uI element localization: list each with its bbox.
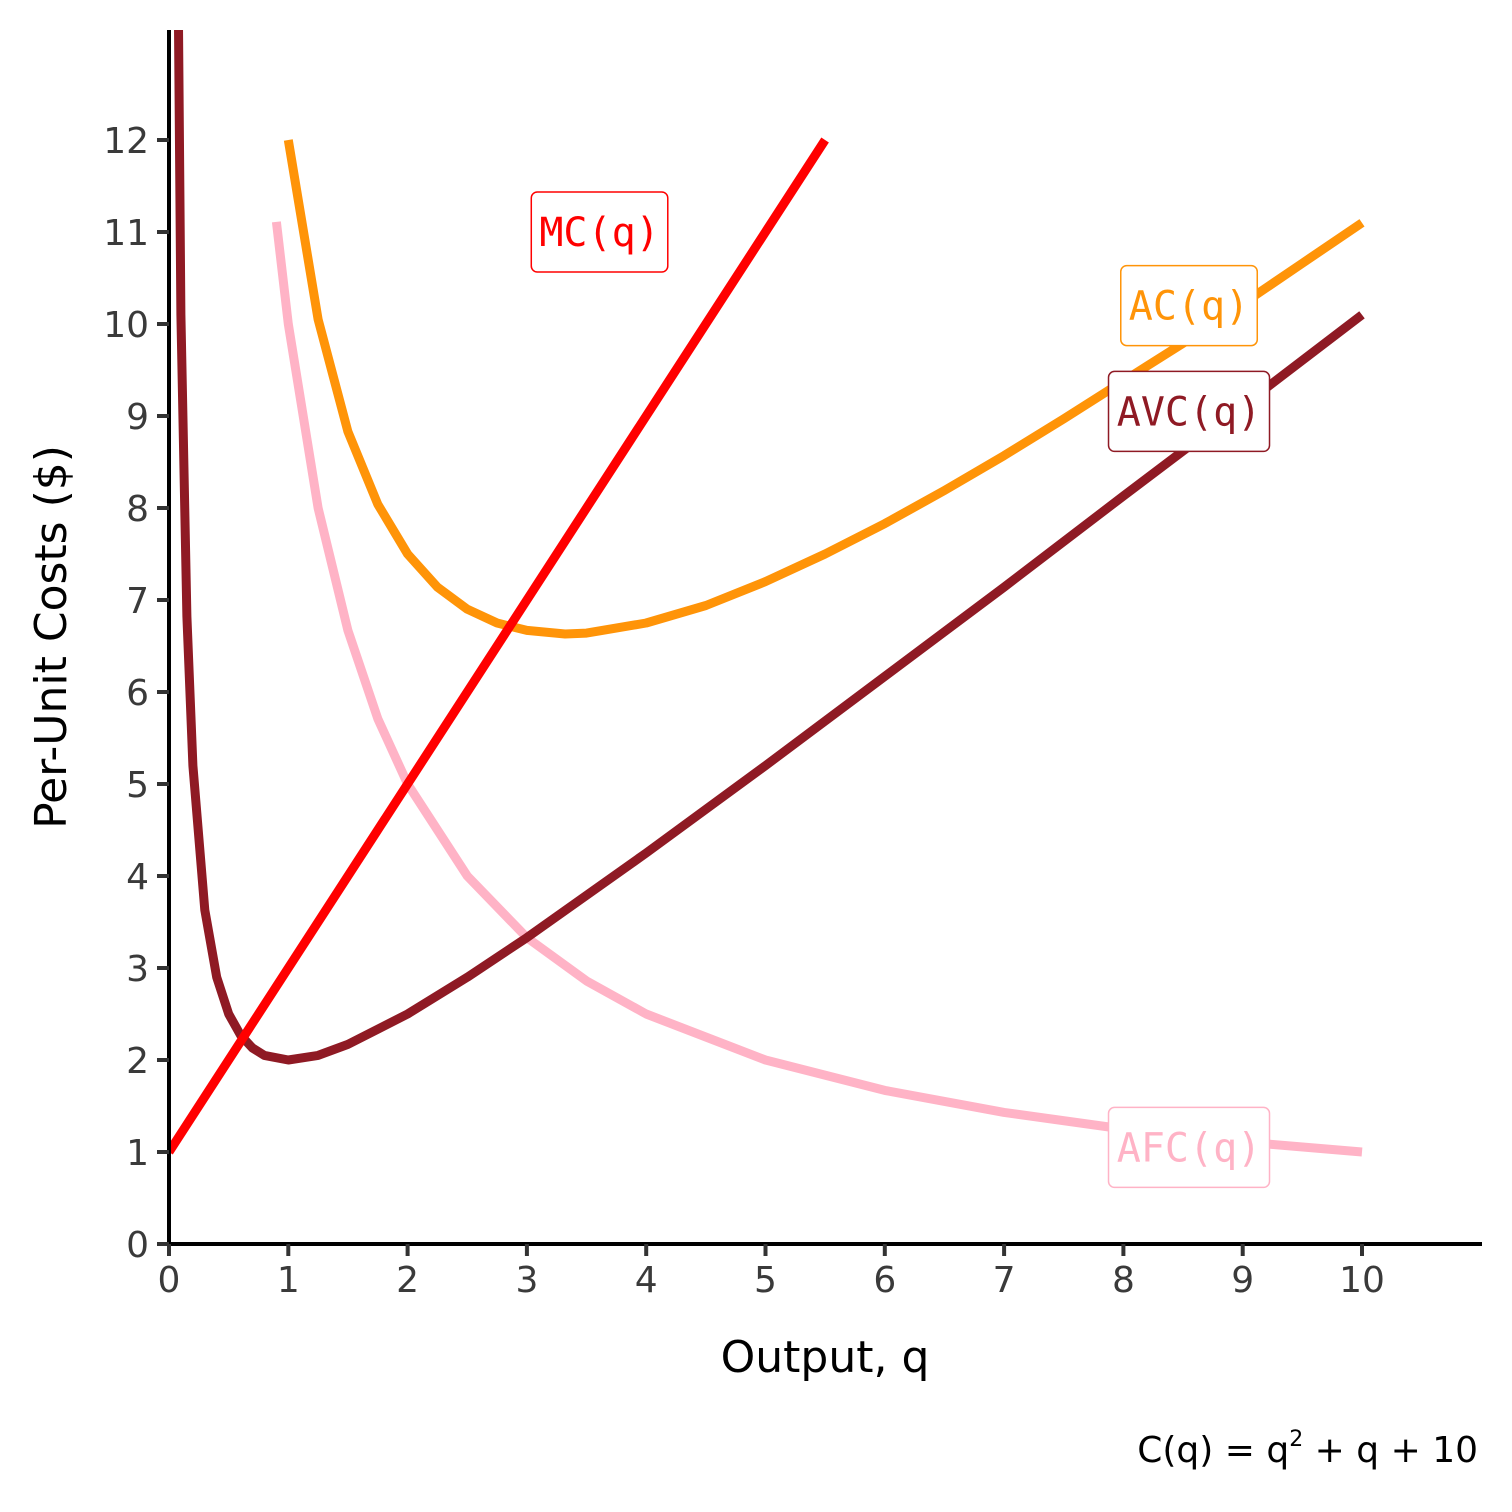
y-tick-label: 9	[126, 397, 149, 438]
x-tick-label: 8	[1112, 1260, 1135, 1301]
formula-exponent: 2	[1289, 1427, 1303, 1452]
series-line-afc	[271, 221, 1363, 1157]
y-tick-label: 6	[126, 673, 149, 714]
x-tick-label: 10	[1339, 1260, 1385, 1301]
x-tick-label: 1	[277, 1260, 300, 1301]
y-tick-label: 5	[126, 765, 149, 806]
x-tick-label: 9	[1231, 1260, 1254, 1301]
formula-prefix: C(q) = q	[1137, 1430, 1289, 1471]
x-tick-label: 2	[396, 1260, 419, 1301]
cost-formula: C(q) = q2 + q + 10	[1137, 1427, 1478, 1471]
curve-label-text: AVC(q)	[1117, 389, 1262, 435]
y-tick-label: 4	[126, 857, 149, 898]
axes-layer	[167, 30, 1482, 1246]
y-tick-label: 2	[126, 1041, 149, 1082]
curve-label-box	[1107, 1106, 1271, 1189]
curve-label-afc: AFC(q)	[1107, 1106, 1271, 1189]
curve-label-box	[1107, 370, 1271, 453]
y-tick-label: 11	[103, 213, 149, 254]
x-tick-label: 6	[873, 1260, 896, 1301]
x-tick-label: 7	[993, 1260, 1016, 1301]
curve-label-mc: MC(q)	[530, 191, 669, 273]
y-tick-label: 3	[126, 949, 149, 990]
x-tick-label: 0	[158, 1260, 181, 1301]
y-tick-label: 8	[126, 489, 149, 530]
curve-label-box	[530, 191, 669, 273]
curve-label-text: MC(q)	[539, 210, 659, 256]
y-tick-label: 7	[126, 581, 149, 622]
y-axis-title: Per-Unit Costs ($)	[26, 445, 77, 829]
curve-label-text: AFC(q)	[1117, 1125, 1262, 1171]
y-tick-label: 10	[103, 305, 149, 346]
formula-suffix: + q + 10	[1303, 1430, 1478, 1471]
curve-label-text: AC(q)	[1129, 284, 1249, 330]
curve-label-ac: AC(q)	[1120, 264, 1259, 347]
curve-label-box	[1120, 264, 1259, 347]
y-tick-label: 12	[103, 121, 149, 162]
x-tick-label: 4	[635, 1260, 658, 1301]
x-tick-label: 5	[754, 1260, 777, 1301]
curve-label-avc: AVC(q)	[1107, 370, 1271, 453]
curves-layer	[169, 30, 1365, 1157]
y-tick-label: 1	[126, 1133, 149, 1174]
y-tick-label: 0	[126, 1225, 149, 1266]
x-tick-label: 3	[515, 1260, 538, 1301]
x-axis-title: Output, q	[721, 1332, 930, 1383]
curve-labels-layer: MC(q) AC(q) AVC(q) AFC(q)	[530, 191, 1271, 1189]
series-line-mc	[169, 137, 829, 1155]
series-line-avc	[174, 30, 1365, 1065]
